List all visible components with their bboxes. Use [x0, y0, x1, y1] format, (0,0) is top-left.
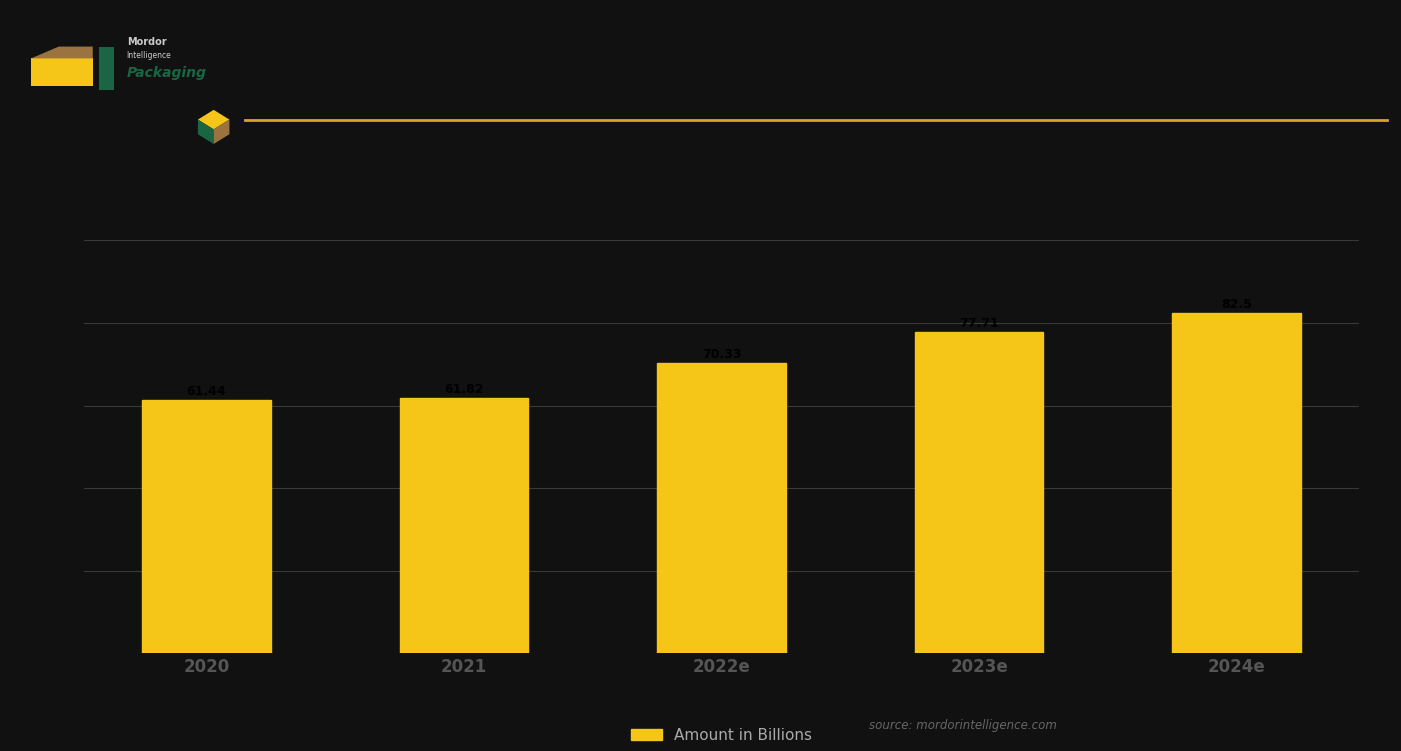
Bar: [1173, 312, 1302, 653]
Polygon shape: [198, 119, 213, 144]
Text: source: mordorintelligence.com: source: mordorintelligence.com: [869, 719, 1056, 732]
Bar: [657, 363, 786, 653]
Text: 70.33: 70.33: [702, 348, 741, 360]
Bar: [99, 47, 115, 90]
Text: 77.71: 77.71: [960, 318, 999, 330]
Legend: Amount in Billions: Amount in Billions: [625, 722, 818, 749]
Bar: [399, 398, 528, 653]
Text: 82.5: 82.5: [1222, 297, 1252, 310]
Bar: [915, 333, 1044, 653]
Polygon shape: [198, 110, 230, 129]
Text: Mordor: Mordor: [126, 37, 167, 47]
Polygon shape: [213, 119, 230, 144]
Bar: [142, 400, 270, 653]
Text: 61.44: 61.44: [186, 385, 226, 397]
Polygon shape: [31, 47, 92, 59]
Text: Intelligence: Intelligence: [126, 50, 171, 59]
Text: 61.82: 61.82: [444, 383, 483, 396]
Text: Packaging: Packaging: [126, 66, 206, 80]
Bar: [31, 59, 92, 86]
